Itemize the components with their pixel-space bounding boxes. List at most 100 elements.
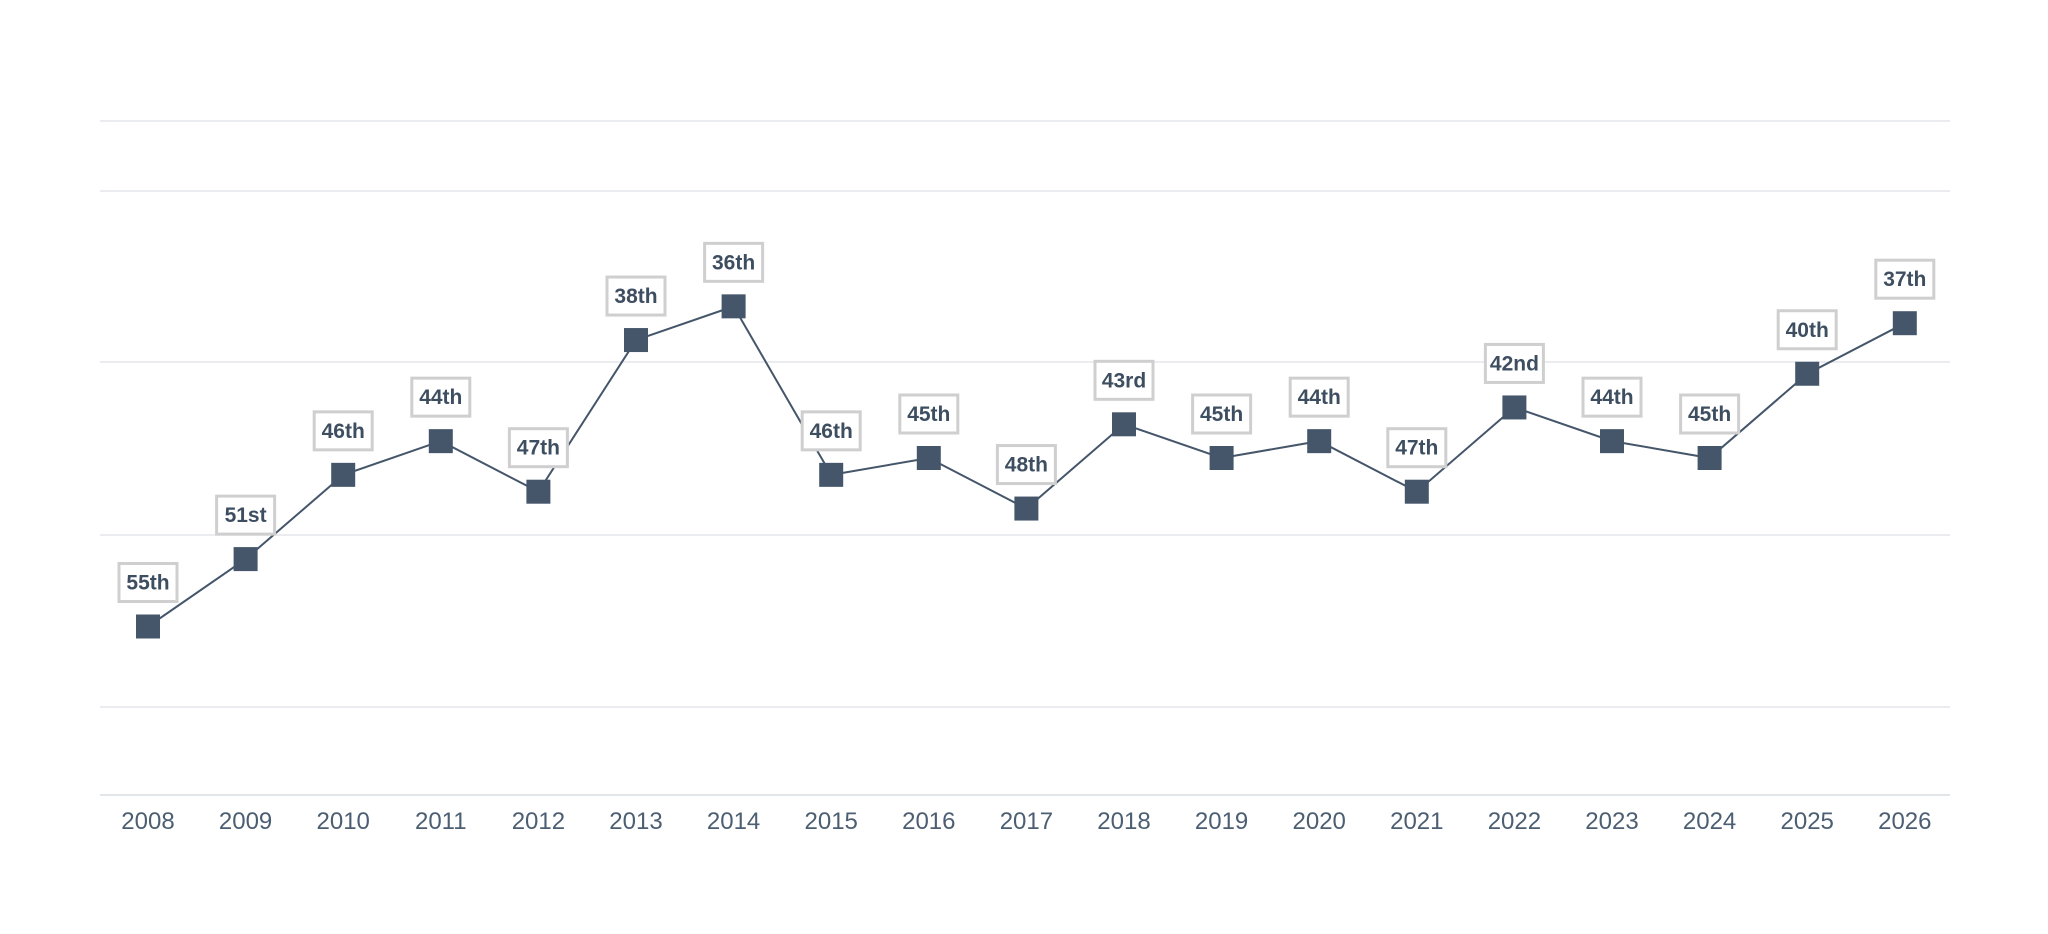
data-point-marker[interactable] [624,328,648,353]
x-tick-label: 2015 [805,808,858,835]
data-point-marker[interactable] [1697,446,1722,470]
data-point-marker[interactable] [916,446,941,470]
data-label-box [1386,427,1448,469]
data-label-text: 36th [712,251,755,274]
data-label-box [1093,359,1155,401]
data-label-box [898,393,960,435]
x-tick-label: 2019 [1195,808,1248,835]
x-tick-label: 2026 [1878,808,1931,835]
data-label-box [312,410,374,452]
data-label: 51st [215,494,277,536]
data-label-text: 51st [225,504,267,527]
data-label-box [1581,376,1643,418]
data-label-text: 48th [1005,454,1048,477]
x-tick-label: 2020 [1293,808,1346,835]
data-point-marker[interactable] [428,429,453,454]
data-label: 42nd [1483,342,1545,384]
x-tick-label: 2009 [219,808,272,835]
data-label: 44th [1581,376,1643,418]
data-label-box [507,427,569,469]
x-tick-label: 2025 [1781,808,1834,835]
data-label-text: 47th [517,437,560,460]
data-label-box [995,444,1057,486]
data-label-text: 44th [419,386,462,409]
data-point-marker[interactable] [1892,311,1917,336]
data-label: 46th [312,410,374,452]
data-label-text: 42nd [1490,352,1539,375]
data-label: 45th [1191,393,1253,435]
data-point-marker[interactable] [1014,496,1039,521]
x-tick-label: 2017 [1000,808,1053,835]
data-label: 44th [1288,376,1350,418]
data-point-marker[interactable] [136,614,160,639]
data-point-marker[interactable] [233,547,258,572]
data-label-box [800,410,862,452]
data-label-box [117,562,179,603]
data-label: 45th [898,393,960,435]
data-label-text: 40th [1786,319,1829,342]
data-label-text: 47th [1395,437,1438,460]
data-point-marker[interactable] [1795,361,1820,386]
data-label: 48th [995,444,1057,486]
data-point-marker[interactable] [819,462,844,487]
data-point-marker[interactable] [1404,479,1429,504]
data-label-box [1874,258,1936,300]
data-point-marker[interactable] [1112,412,1136,437]
data-label-text: 44th [1298,386,1341,409]
grid-lines [100,120,1950,796]
x-tick-label: 2014 [707,808,760,835]
data-label-text: 37th [1883,268,1926,291]
data-label-text: 45th [1688,403,1731,426]
data-label-text: 43rd [1102,369,1146,392]
data-label-text: 45th [907,403,950,426]
x-tick-label: 2013 [609,808,662,835]
x-tick-label: 2010 [317,808,370,835]
data-point-marker[interactable] [721,294,746,319]
data-point-marker[interactable] [1307,429,1332,454]
data-label: 47th [1386,427,1448,469]
x-tick-label: 2011 [415,808,467,835]
data-label-box [1679,393,1741,435]
data-label-box [1191,393,1253,435]
data-label: 47th [507,427,569,469]
data-label-box [215,494,277,536]
x-tick-label: 2018 [1097,808,1150,835]
data-label-box [1483,342,1545,384]
data-point-marker[interactable] [1600,429,1624,454]
data-label: 43rd [1093,359,1155,401]
data-label-text: 45th [1200,403,1243,426]
x-axis-ticks: 2008 2009 2010 2011 2012 2013 2014 2015 2016 2017… [121,808,1931,835]
data-label-text: 46th [810,420,853,443]
data-point-marker[interactable] [1209,446,1234,470]
x-tick-label: 2023 [1585,808,1638,835]
x-tick-label: 2012 [512,808,565,835]
data-label-text: 38th [614,285,657,308]
x-tick-label: 2024 [1683,808,1736,835]
data-label: 36th [703,241,765,283]
x-tick-label: 2021 [1390,808,1443,835]
data-label-box [1776,309,1838,351]
data-label-text: 46th [322,420,365,443]
x-tick-label: 2016 [902,808,955,835]
data-label: 55th [117,562,179,603]
data-label-box [1288,376,1350,418]
data-label-text: 55th [126,572,169,595]
x-tick-label: 2022 [1488,808,1541,835]
data-label: 40th [1776,309,1838,351]
data-label-box [703,241,765,283]
x-tick-label: 2008 [121,808,174,835]
data-label-box [605,275,667,317]
data-label: 45th [1679,393,1741,435]
data-point-marker[interactable] [331,462,356,487]
data-label-box [410,376,472,418]
data-markers [136,294,1917,639]
data-label: 46th [800,410,862,452]
data-label: 38th [605,275,667,317]
data-labels: 55th 51st 46th 44th 47th 38th 36th 46th 45th 48th… [117,241,1936,603]
data-point-marker[interactable] [1502,395,1527,420]
data-point-marker[interactable] [526,479,551,504]
data-label: 44th [410,376,472,418]
data-label-text: 44th [1590,386,1633,409]
